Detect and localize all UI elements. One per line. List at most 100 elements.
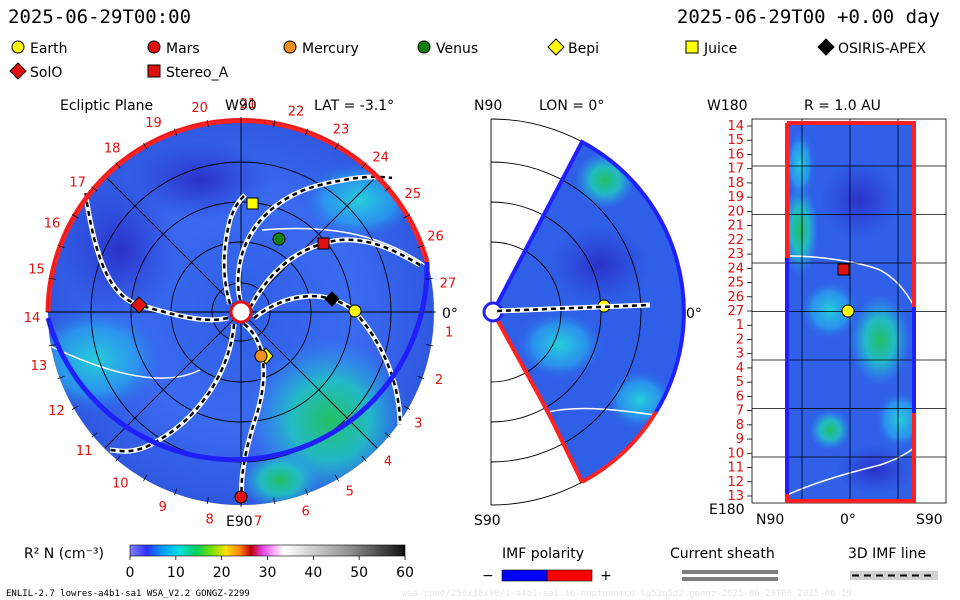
map-row-label: 14: [727, 119, 744, 134]
venus-marker: [272, 232, 286, 246]
carrington-number: 6: [302, 505, 310, 520]
circle-symbol-icon: [417, 40, 431, 54]
map-row-label: 12: [727, 475, 744, 490]
carrington-number: 10: [112, 477, 129, 492]
rim-tick: [361, 455, 367, 462]
solo-marker: [130, 296, 148, 314]
rim-tick: [143, 474, 148, 482]
colorbar-tick-label: 50: [350, 565, 368, 581]
colorbar-tick-label: 40: [304, 565, 322, 581]
map-row-label: 8: [736, 418, 744, 433]
carrington-number: 17: [69, 176, 86, 191]
current-sheath-swatch-bottom: [682, 577, 778, 581]
rim-tick: [273, 497, 276, 505]
legend-item-solo: SolO: [9, 62, 62, 81]
map-row-label: 7: [736, 404, 744, 419]
map-row-label: 19: [727, 190, 744, 205]
circle-symbol-icon: [147, 40, 161, 54]
map-x-label-0: 0°: [840, 512, 856, 528]
map-row-label: 10: [727, 446, 744, 461]
map-row-labels: 1415161718192021222324252627123456789101…: [727, 119, 752, 504]
rim-tick: [115, 455, 121, 462]
rim-tick: [57, 375, 65, 380]
circle-symbol-icon: [283, 40, 297, 54]
map-row-label: 4: [736, 361, 744, 376]
map-row-label: 26: [727, 290, 744, 305]
mars-marker: [234, 490, 248, 504]
colorbar-tick-label: 30: [259, 565, 277, 581]
timestamp-right: 2025-06-29T00 +0.00 day: [677, 6, 940, 28]
map-row-label: 11: [727, 461, 744, 476]
ecliptic-lat-label: LAT = -3.1°: [314, 98, 394, 114]
imf-plus-label: +: [600, 568, 612, 584]
legend-item-mercury: Mercury: [283, 40, 359, 57]
ecliptic-e90-label: E90: [226, 514, 253, 530]
ecliptic-w90-label: W90: [225, 98, 257, 114]
object-legend: Earth Mars Mercury Venus Bepi Juice OSIRIS-APE…: [9, 38, 926, 81]
legend-item-mars: Mars: [147, 40, 200, 57]
rim-tick: [91, 432, 98, 438]
ecliptic-rim-ticks: [46, 117, 436, 507]
map-row-label: 16: [727, 147, 744, 162]
legend-label: OSIRIS-APEX: [838, 41, 926, 57]
imf-line-dashes: [496, 303, 651, 313]
sun-marker: [229, 300, 253, 324]
map-density: [787, 123, 914, 501]
mercury-marker: [254, 349, 268, 363]
carrington-number: 24: [372, 150, 389, 165]
legend-item-earth: Earth: [11, 40, 68, 57]
carrington-number: 23: [333, 122, 350, 137]
colorbar-tick-label: 20: [213, 565, 231, 581]
rim-tick: [143, 142, 148, 150]
ecliptic-title: Ecliptic Plane: [60, 98, 153, 114]
map-row-label: 20: [727, 204, 744, 219]
rim-tick: [273, 119, 276, 127]
imf-line-title: 3D IMF line: [848, 546, 926, 562]
legend-item-osiris-apex: OSIRIS-APEX: [817, 38, 926, 57]
carrington-number: 4: [384, 455, 392, 470]
ecliptic-plane-panel: Ecliptic Plane LAT = -3.1°: [24, 97, 458, 530]
imf-line-dashes: [236, 175, 393, 301]
rim-tick: [304, 128, 309, 136]
carrington-number: 12: [48, 404, 65, 419]
polarity-rim-negative: [45, 261, 430, 463]
legend-label: SolO: [30, 65, 62, 81]
rim-tick: [71, 214, 79, 219]
carrington-number: 19: [145, 116, 162, 131]
imf-line-legend: 3D IMF line: [848, 546, 938, 580]
map-row-label: 21: [727, 219, 744, 234]
carrington-number: 2: [435, 373, 443, 388]
current-sheath-swatch-top: [682, 570, 778, 574]
rim-tick: [384, 432, 391, 438]
carrington-number: 26: [427, 230, 444, 245]
legend-item-stereo-a: Stereo_A: [147, 64, 229, 81]
rim-tick: [91, 186, 98, 192]
legend-label: Juice: [703, 41, 737, 57]
map-x-label-s90: S90: [916, 512, 943, 528]
colorbar-tick-label: 10: [167, 565, 185, 581]
diamond-symbol-icon: [817, 38, 835, 56]
legend-item-bepi: Bepi: [547, 38, 599, 57]
diamond-symbol-icon: [9, 62, 27, 80]
carrington-number: 11: [76, 444, 93, 459]
imf-line-dashes: [109, 323, 236, 453]
imf-negative-swatch: [501, 569, 548, 582]
meridional-s90-label: S90: [474, 513, 501, 529]
rim-tick: [57, 244, 65, 249]
model-info: ENLIL-2.7 lowres-a4b1-sa1 WSA_V2.2 GONGZ…: [6, 589, 250, 599]
map-row-label: 1: [736, 318, 744, 333]
rim-tick: [426, 344, 434, 347]
carrington-number: 21: [240, 97, 257, 112]
rim-tick: [417, 244, 425, 249]
legend-item-venus: Venus: [417, 40, 478, 57]
imf-polarity-legend: IMF polarity − +: [482, 546, 612, 584]
map-stereo-a-marker: [837, 263, 850, 276]
map-row-label: 6: [736, 389, 744, 404]
carrington-number: 5: [346, 484, 354, 499]
map-row-label: 2: [736, 332, 744, 347]
rim-tick: [48, 344, 56, 347]
carrington-number: 14: [24, 311, 41, 326]
carrington-number: 27: [440, 277, 457, 292]
imf-positive-swatch: [546, 569, 593, 582]
